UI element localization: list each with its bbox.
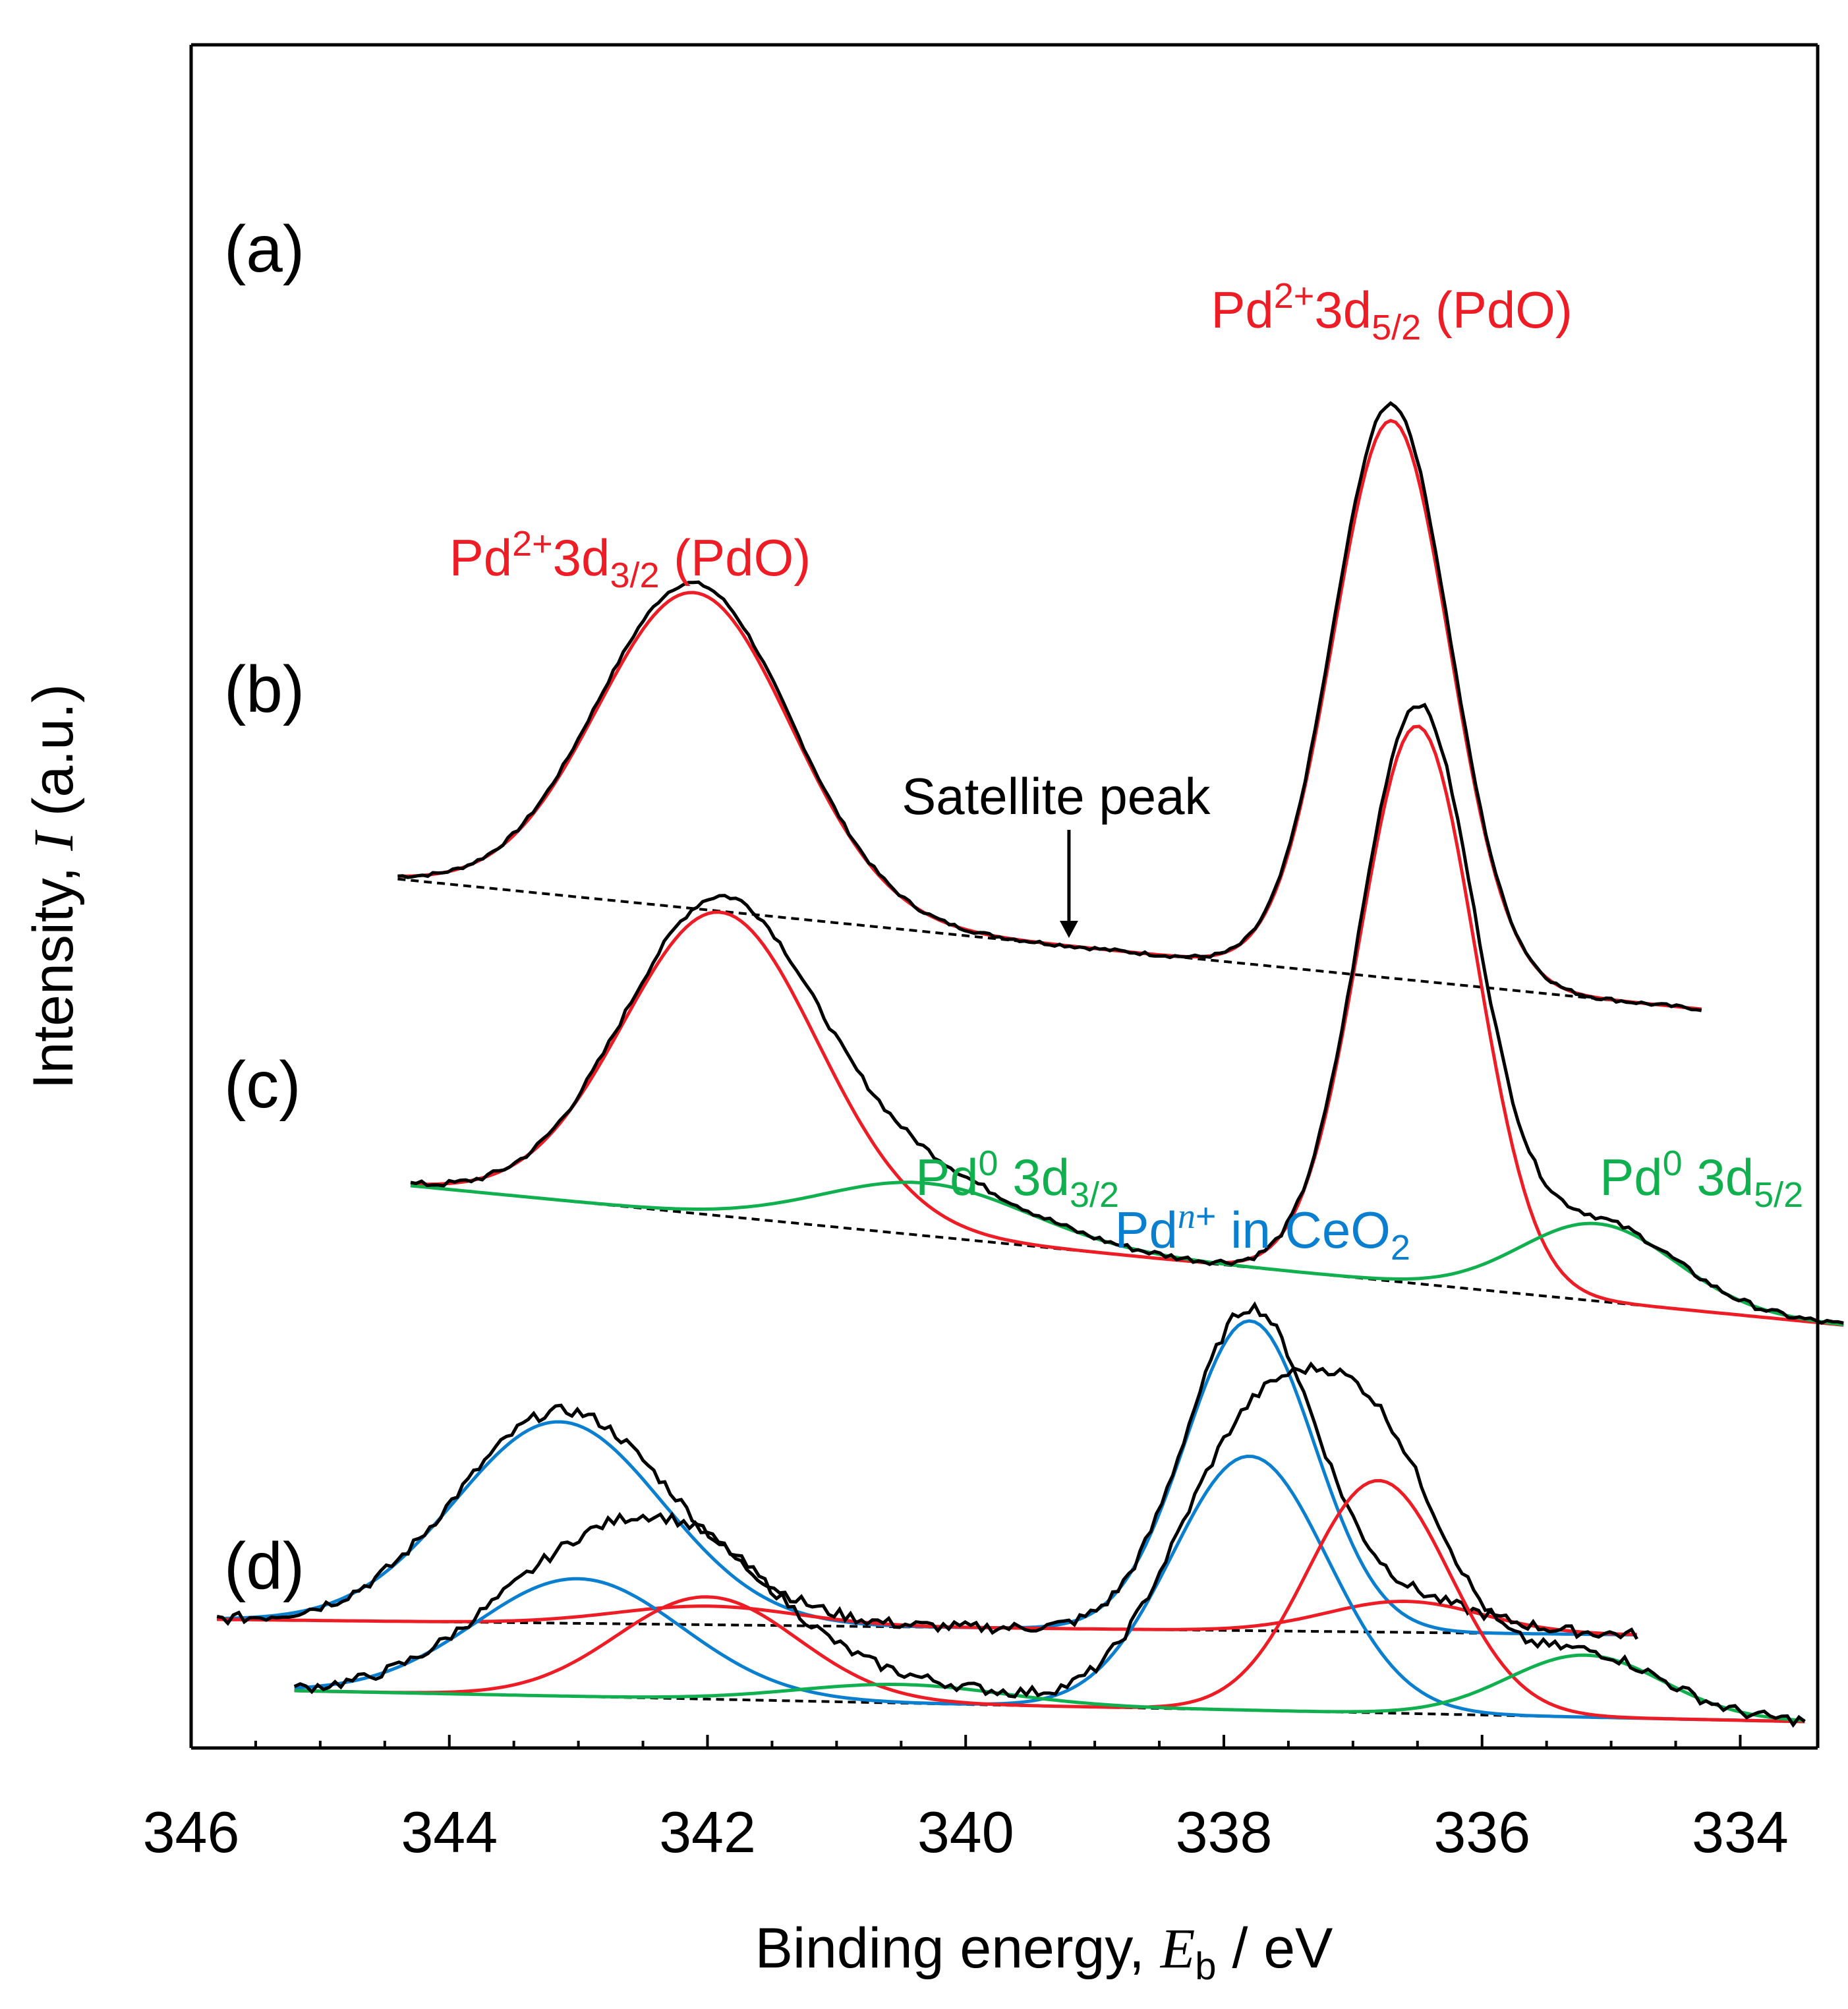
measured-spectrum (293, 1361, 1806, 1728)
panel-d: (d) (224, 1361, 1806, 1728)
panel-label: (a) (224, 212, 304, 286)
fit-curve-PdO (410, 724, 1844, 1327)
peak-annotation: Pd2+3d3/2 (PdO) (449, 524, 811, 595)
y-axis-label: Intensity, I (a.u.) (22, 684, 85, 1090)
panel-label: (b) (224, 653, 304, 726)
x-tick-label: 336 (1433, 1799, 1530, 1865)
panel-c: (c) Pdn+ in CeO2 (216, 1048, 1638, 1640)
fit-curve-PdO (397, 419, 1702, 1011)
measured-spectrum (216, 1301, 1638, 1640)
fit-curve-PdO (217, 1599, 1637, 1637)
fit-curve-Pd0 (410, 1180, 1844, 1327)
x-tick-label: 340 (917, 1799, 1014, 1865)
peak-annotation: Satellite peak (902, 767, 1211, 825)
x-tick-label: 346 (143, 1799, 240, 1865)
fit-curve-PdCeO2 (217, 1319, 1637, 1637)
satellite-arrow-head (1059, 920, 1078, 938)
x-tick-label: 342 (659, 1799, 756, 1865)
x-tick-label: 334 (1692, 1799, 1789, 1865)
fit-curve-Pd0 (294, 1653, 1805, 1722)
panel-b: (b) Pd0 3d3/2 Pd0 3d5/2 (224, 653, 1844, 1327)
panels: (a) Pd2+3d3/2 (PdO) Pd2+3d5/2 (PdO) Satelli… (216, 212, 1844, 1728)
panel-label: (c) (224, 1048, 301, 1122)
panel-label: (d) (224, 1529, 304, 1603)
panel-a: (a) Pd2+3d3/2 (PdO) Pd2+3d5/2 (PdO) Satelli… (224, 212, 1702, 1012)
x-tick-label: 338 (1176, 1799, 1273, 1865)
peak-annotation: Pdn+ in CeO2 (1115, 1196, 1410, 1267)
x-axis-label: Binding energy, Eb / eV (755, 1917, 1333, 1988)
background-line (397, 877, 1702, 1010)
axes: 346 344 342 340 338 336 334 Binding energy, Eb … (22, 43, 1820, 1988)
peak-annotation: Pd0 3d3/2 (915, 1144, 1119, 1215)
fit-curve-PdO (294, 1478, 1805, 1724)
fit-curve-PdCeO2 (294, 1454, 1805, 1724)
peak-annotation: Pd0 3d5/2 (1600, 1144, 1803, 1215)
measured-spectrum (397, 401, 1702, 1012)
x-tick-label: 344 (401, 1799, 498, 1865)
measured-spectrum (410, 703, 1844, 1325)
peak-annotation: Pd2+3d5/2 (PdO) (1211, 276, 1573, 347)
